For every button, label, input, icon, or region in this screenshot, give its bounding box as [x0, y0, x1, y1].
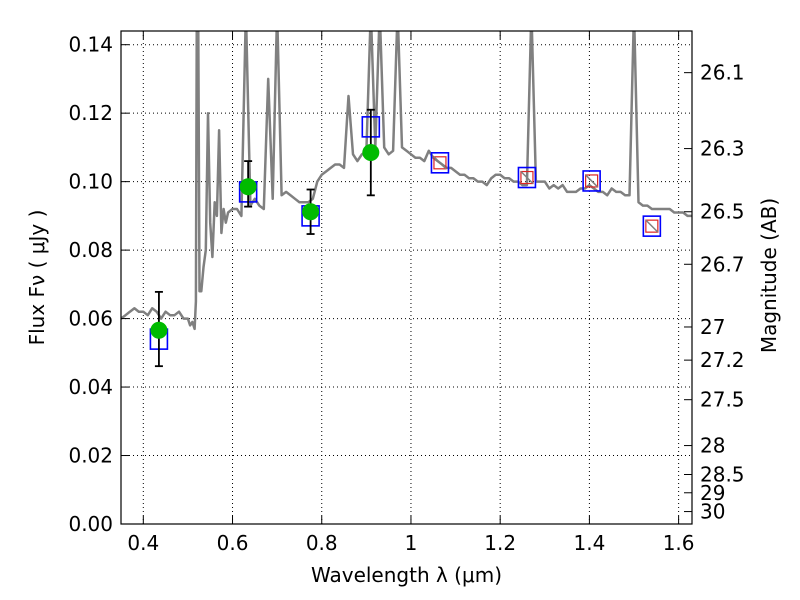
y-tick-label: 0.10	[68, 170, 113, 194]
y2-tick-label: 28.5	[700, 463, 745, 487]
model-photometry-square	[642, 215, 662, 237]
model-photometry-square	[582, 170, 601, 192]
observed-point	[362, 144, 380, 162]
grid-layer	[121, 31, 692, 525]
y2-axis-label: Magnitude (AB)	[757, 198, 781, 353]
synthetic-photometry-cross	[645, 219, 659, 233]
y-tick-label: 0.08	[68, 238, 113, 262]
y-tick-label: 0.14	[68, 33, 113, 57]
x-tick-label: 1.2	[484, 531, 516, 555]
y2-tick-label: 27.5	[700, 388, 745, 412]
y2-tick-label: 26.7	[700, 252, 745, 276]
x-tick-label: 0.6	[217, 531, 249, 555]
x-axis-label: Wavelength λ (μm)	[311, 563, 502, 587]
observed-point	[150, 321, 168, 339]
model-photometry-square	[430, 152, 450, 174]
y-tick-label: 0.02	[68, 444, 113, 468]
model-photometry-square	[517, 166, 537, 189]
x-tick-label: 0.4	[127, 531, 159, 555]
points-layer	[149, 108, 662, 368]
y2-tick-label: 28	[700, 434, 725, 458]
y-axis-label: Flux Fν ( μJy )	[25, 210, 49, 346]
observed-point	[239, 178, 257, 196]
synthetic-photometry-square	[520, 170, 534, 185]
x-tick-label: 1	[405, 531, 418, 555]
synthetic-photometry-square	[585, 174, 599, 188]
y2-tick-label: 30	[700, 500, 725, 524]
synthetic-photometry-cross	[585, 174, 599, 188]
y2-tick-label: 26.3	[700, 137, 745, 161]
y-tick-label: 0.12	[68, 101, 113, 125]
observed-point	[302, 203, 320, 221]
synthetic-photometry-square	[645, 219, 659, 233]
model-spectrum-line	[121, 31, 692, 331]
ticks-layer: 0.4 0.6 0.8 1 1.2 1.4 1.6 0.00 0.02 0.04 0.06 0.08 0…	[68, 31, 745, 555]
y-tick-label: 0.04	[68, 375, 113, 399]
synthetic-photometry-square	[433, 156, 447, 170]
y-tick-label: 0.00	[68, 512, 113, 536]
x-tick-label: 1.6	[663, 531, 695, 555]
y2-tick-label: 29	[700, 481, 725, 505]
y-tick-label: 0.06	[68, 307, 113, 331]
y2-tick-label: 27	[700, 315, 725, 339]
synthetic-photometry-cross	[520, 171, 534, 185]
plot-frame	[120, 30, 693, 525]
y2-tick-label: 26.5	[700, 200, 745, 224]
y2-tick-label: 27.2	[700, 348, 745, 372]
spectrum-layer	[121, 31, 692, 331]
x-tick-label: 0.8	[306, 531, 338, 555]
x-tick-label: 1.4	[573, 531, 605, 555]
synthetic-photometry-cross	[433, 156, 447, 170]
y2-tick-label: 26.1	[700, 61, 745, 85]
